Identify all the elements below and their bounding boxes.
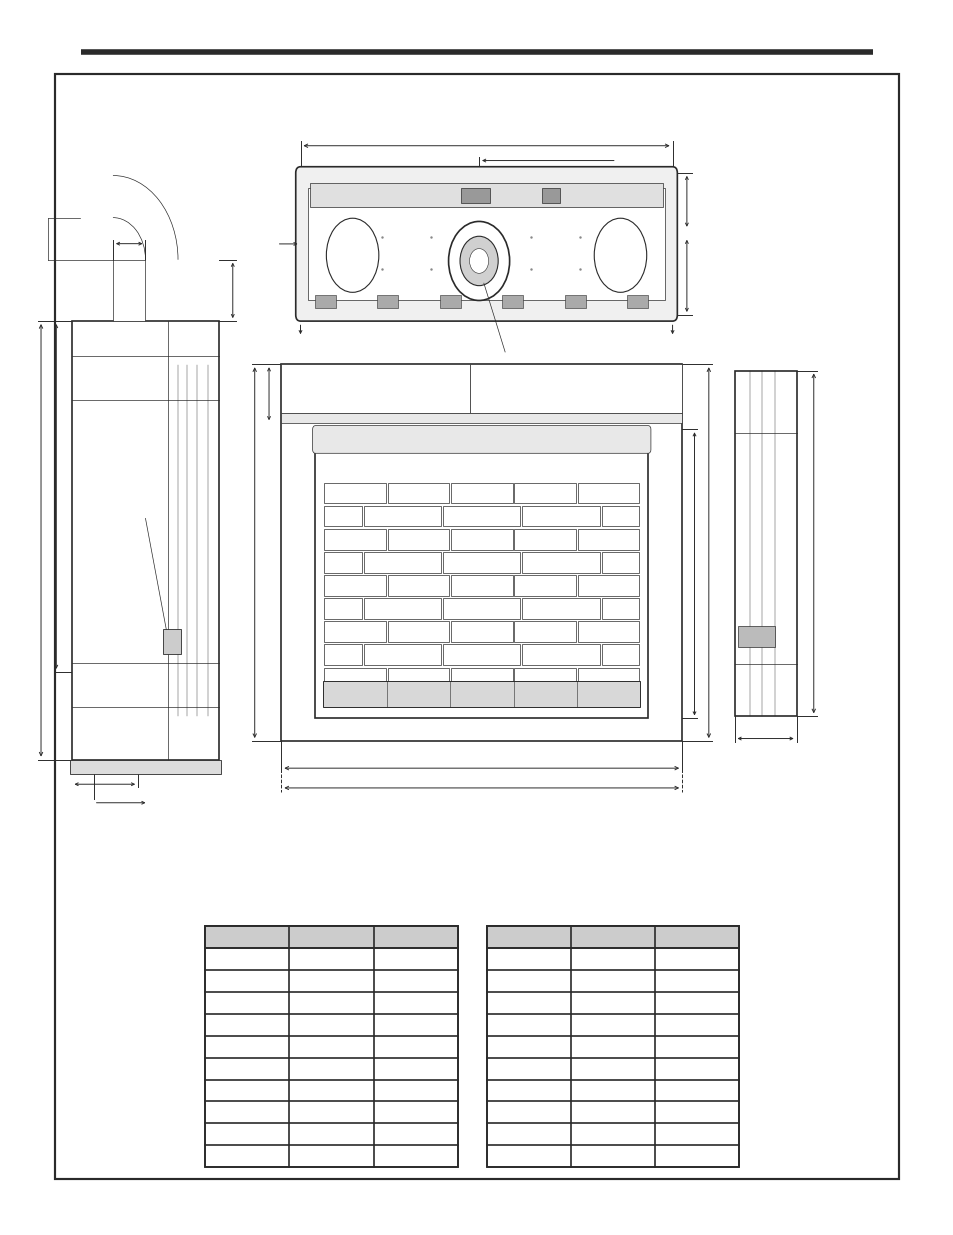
Bar [578, 576, 639, 595]
Bar [737, 626, 774, 647]
Bar [281, 364, 681, 741]
Bar [324, 529, 385, 550]
Ellipse shape [326, 219, 378, 293]
Bar [308, 188, 664, 300]
Bar [205, 926, 457, 1167]
Bar [70, 760, 221, 774]
Circle shape [469, 248, 488, 273]
Bar [514, 529, 576, 550]
Bar [439, 295, 460, 308]
Bar [522, 598, 599, 619]
Bar [324, 598, 361, 619]
Bar [363, 645, 440, 666]
Bar [486, 926, 739, 948]
Bar [442, 645, 520, 666]
Bar [514, 668, 576, 688]
Bar [324, 621, 385, 642]
Bar [314, 295, 335, 308]
Bar [522, 645, 599, 666]
Bar [55, 74, 898, 1179]
Bar [323, 680, 639, 706]
Bar [281, 414, 681, 424]
Bar [315, 430, 647, 719]
Bar [578, 483, 639, 504]
Bar [324, 506, 361, 526]
Ellipse shape [594, 219, 646, 293]
Bar [601, 552, 639, 573]
Bar [442, 552, 520, 573]
Bar [601, 645, 639, 666]
Bar [363, 552, 440, 573]
Bar [387, 576, 449, 595]
Bar [281, 364, 469, 414]
Bar [469, 364, 681, 414]
Bar [541, 188, 558, 203]
Bar [451, 483, 512, 504]
Bar [324, 483, 385, 504]
Bar [451, 668, 512, 688]
Bar [324, 552, 361, 573]
Bar [578, 621, 639, 642]
Bar [310, 183, 662, 207]
Bar [55, 74, 898, 1179]
Bar [514, 483, 576, 504]
Bar [324, 576, 385, 595]
Bar [451, 621, 512, 642]
Circle shape [448, 221, 509, 300]
Bar [376, 295, 397, 308]
Bar [205, 926, 457, 1167]
FancyBboxPatch shape [295, 167, 677, 321]
Bar [442, 506, 520, 526]
Bar [501, 295, 522, 308]
Bar [363, 506, 440, 526]
Bar [522, 552, 599, 573]
Bar [601, 598, 639, 619]
Bar [578, 529, 639, 550]
Bar [71, 321, 219, 760]
Bar [112, 259, 145, 321]
Bar [514, 576, 576, 595]
Bar [626, 295, 647, 308]
Bar [486, 926, 739, 1167]
Bar [451, 576, 512, 595]
Bar [324, 668, 385, 688]
Bar [460, 188, 489, 203]
Bar [205, 926, 457, 948]
Bar [451, 529, 512, 550]
Bar [514, 621, 576, 642]
Bar [363, 598, 440, 619]
Bar [387, 529, 449, 550]
Bar [163, 629, 181, 653]
Bar [564, 295, 585, 308]
Bar [387, 668, 449, 688]
FancyBboxPatch shape [313, 426, 650, 453]
Bar [442, 598, 520, 619]
Bar [578, 668, 639, 688]
Circle shape [459, 236, 497, 285]
Bar [734, 370, 796, 716]
Bar [601, 506, 639, 526]
Bar [522, 506, 599, 526]
Bar [387, 483, 449, 504]
Bar [324, 645, 361, 666]
Bar [387, 621, 449, 642]
Bar [486, 926, 739, 1167]
